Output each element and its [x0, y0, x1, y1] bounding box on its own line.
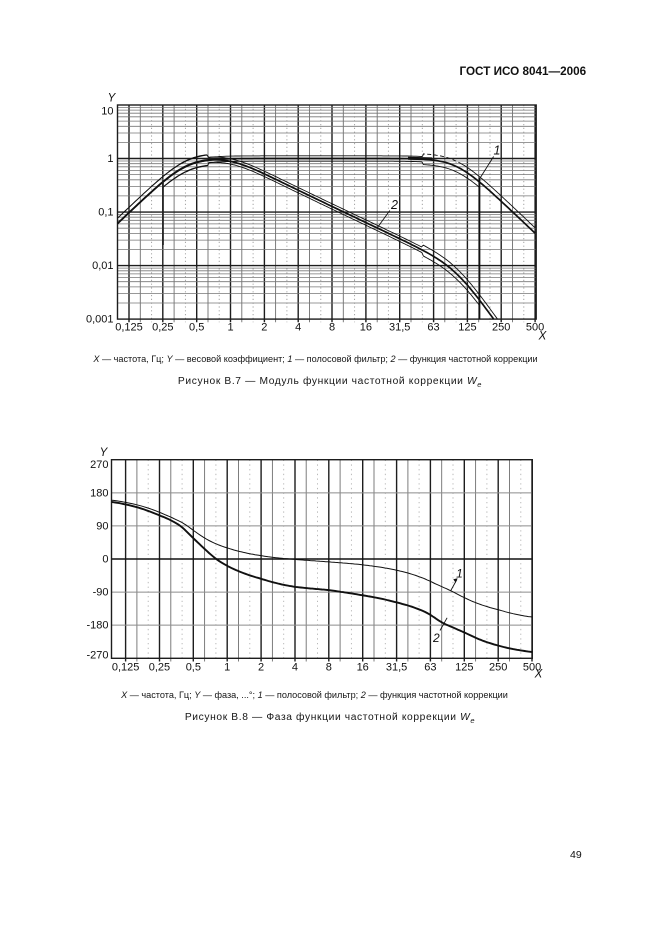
svg-text:1: 1 — [224, 662, 230, 674]
svg-text:250: 250 — [489, 662, 507, 674]
svg-text:0,001: 0,001 — [86, 314, 114, 326]
svg-text:0,125: 0,125 — [115, 322, 143, 334]
svg-text:4: 4 — [292, 662, 298, 674]
svg-text:2: 2 — [261, 322, 267, 334]
svg-text:90: 90 — [96, 520, 108, 532]
svg-text:0,1: 0,1 — [98, 207, 113, 219]
svg-text:1: 1 — [107, 153, 113, 165]
svg-text:2: 2 — [258, 662, 264, 674]
svg-text:1: 1 — [456, 567, 463, 581]
svg-text:125: 125 — [455, 662, 473, 674]
svg-text:0,5: 0,5 — [189, 322, 204, 334]
svg-text:Y: Y — [100, 447, 109, 459]
svg-text:16: 16 — [360, 322, 372, 334]
svg-text:125: 125 — [458, 322, 476, 334]
svg-text:0,25: 0,25 — [149, 662, 170, 674]
svg-text:180: 180 — [90, 487, 108, 499]
svg-text:10: 10 — [101, 106, 113, 118]
svg-text:63: 63 — [424, 662, 436, 674]
svg-text:31,5: 31,5 — [386, 662, 407, 674]
svg-text:X: X — [534, 669, 544, 681]
svg-text:1: 1 — [494, 144, 501, 158]
svg-text:8: 8 — [329, 322, 335, 334]
svg-text:250: 250 — [492, 322, 510, 334]
svg-text:-180: -180 — [86, 620, 108, 632]
svg-text:8: 8 — [326, 662, 332, 674]
svg-text:4: 4 — [295, 322, 301, 334]
svg-text:1: 1 — [227, 322, 233, 334]
svg-text:Y: Y — [108, 93, 117, 105]
svg-text:270: 270 — [90, 459, 108, 471]
svg-text:2: 2 — [432, 631, 440, 645]
svg-text:2: 2 — [390, 198, 398, 212]
svg-text:500: 500 — [523, 662, 541, 674]
svg-text:X: X — [538, 331, 548, 343]
svg-text:63: 63 — [427, 322, 439, 334]
svg-text:0: 0 — [102, 554, 108, 566]
svg-text:-270: -270 — [86, 649, 108, 661]
svg-text:-90: -90 — [93, 587, 109, 599]
svg-text:0,25: 0,25 — [152, 322, 173, 334]
svg-text:0,125: 0,125 — [112, 662, 140, 674]
svg-text:0,5: 0,5 — [186, 662, 201, 674]
svg-text:31,5: 31,5 — [389, 322, 410, 334]
svg-text:16: 16 — [357, 662, 369, 674]
svg-text:500: 500 — [526, 322, 544, 334]
svg-text:0,01: 0,01 — [92, 260, 113, 272]
